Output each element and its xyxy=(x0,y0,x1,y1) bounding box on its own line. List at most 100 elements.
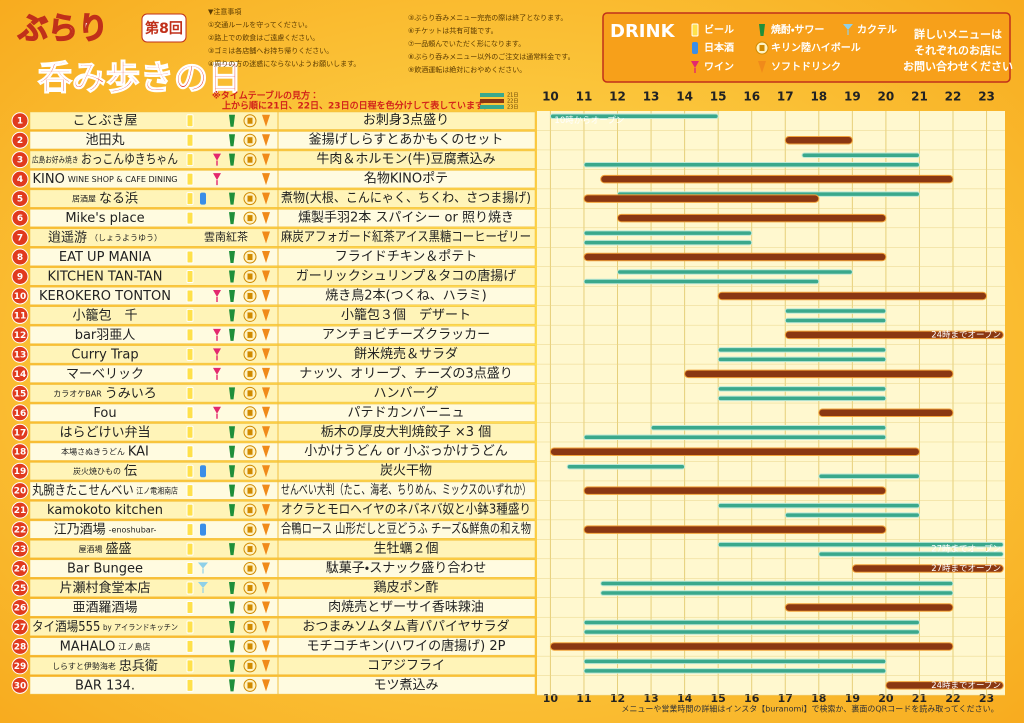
shop-name-main: KAI xyxy=(128,444,149,459)
menu: モチコチキン(ハワイの唐揚げ) 2P xyxy=(307,638,506,654)
row-bg xyxy=(29,403,536,422)
cocktail-icon xyxy=(198,582,208,594)
drink-icon xyxy=(229,134,235,147)
soft-icon xyxy=(262,543,270,556)
day-label: 23日 xyxy=(507,105,518,111)
soft-icon xyxy=(262,504,270,517)
drink-icon xyxy=(186,406,194,420)
drink-icon xyxy=(262,426,270,439)
shochu-icon xyxy=(229,543,235,556)
row-bg xyxy=(29,189,536,208)
row-number-badge xyxy=(11,190,29,208)
menu: 炭火干物 xyxy=(380,463,432,479)
soft-icon xyxy=(262,562,270,575)
row-bg xyxy=(29,520,536,539)
row-number-badge xyxy=(11,287,29,305)
shop-name-main: ことぶき屋 xyxy=(72,113,137,128)
schedule-bar xyxy=(784,308,887,314)
row-number: 15 xyxy=(14,389,27,399)
menu: 小籠包３個 デザート xyxy=(341,307,471,323)
shop-name: 丸腕きたこせんべい江ノ電湘南店 xyxy=(32,483,178,498)
drink-icon xyxy=(213,348,221,361)
drink-icon xyxy=(229,192,235,205)
soft-icon xyxy=(262,426,270,439)
row-number-badge xyxy=(11,229,29,247)
row-number-badge xyxy=(11,131,29,149)
highball-mark xyxy=(247,526,253,533)
shop-name: しらすと伊勢海老 忠兵衛 xyxy=(52,658,158,673)
shop-name-main: Bar Bungee xyxy=(67,561,143,576)
drink-icon xyxy=(243,678,257,692)
drink-icon xyxy=(186,328,194,342)
contact-line: 詳しいメニューは xyxy=(914,27,1002,41)
shop-name-main: タイ酒場555 xyxy=(32,619,100,634)
row-number-badge xyxy=(11,676,29,694)
soft-icon xyxy=(262,679,270,692)
beer-icon xyxy=(186,581,194,595)
beer-icon xyxy=(186,114,194,128)
row-bg xyxy=(29,676,536,695)
drink-icon xyxy=(186,367,194,381)
shop-prefix: 本場さぬきうどん xyxy=(61,446,125,456)
hour-label: 20 xyxy=(878,90,895,104)
schedule-bar xyxy=(717,502,920,509)
bar-note: 10時からオープン xyxy=(554,116,624,126)
shop-prefix: しらすと伊勢海老 xyxy=(52,660,116,670)
title-top: ぶらり xyxy=(17,12,108,47)
shop-name: bar羽亜人 xyxy=(75,327,136,342)
shochu-icon xyxy=(229,212,235,225)
soft-icon xyxy=(262,289,270,302)
beer-icon xyxy=(186,133,194,147)
schedule-bar xyxy=(684,369,954,379)
row-number: 7 xyxy=(17,234,23,244)
hour-label: 23 xyxy=(979,692,994,705)
row-number: 24 xyxy=(14,565,27,575)
drink-icon xyxy=(186,484,194,498)
day-swatch xyxy=(480,105,504,109)
highball-mark xyxy=(247,331,253,338)
beer-icon xyxy=(186,153,194,167)
menu: コアジフライ xyxy=(367,658,445,673)
row-number-badge xyxy=(11,637,29,655)
highball-mark xyxy=(247,292,253,299)
drink-icon xyxy=(198,562,208,574)
shop-name: 炭火焼ひもの伝 xyxy=(73,464,137,479)
wine-icon xyxy=(213,289,221,302)
row-number-badge xyxy=(11,267,29,285)
drink-icon xyxy=(243,192,257,206)
shop-name-main: bar羽亜人 xyxy=(75,327,136,342)
row-number-badge xyxy=(11,248,29,266)
drink-icon xyxy=(243,464,257,478)
shop-name: タイ酒場555by アイランドキッチン xyxy=(32,619,178,634)
shop-name-main: Fou xyxy=(93,405,116,420)
row-number: 9 xyxy=(17,272,23,282)
row-number-badge xyxy=(11,384,29,402)
drink-icon xyxy=(243,620,257,634)
shop-name: EAT UP MANIA xyxy=(59,250,151,265)
schedule-bar xyxy=(784,317,887,324)
soft-icon xyxy=(262,328,270,341)
drink-icon xyxy=(186,562,194,576)
row-bg xyxy=(29,248,536,267)
schedule-bar xyxy=(583,629,920,635)
menu: モツ煮込み xyxy=(373,678,438,693)
drink-note: 雲南紅茶 xyxy=(204,230,248,244)
note-line: ⑧ぶらり呑みメニュー以外のご注文は通常料金です。 xyxy=(408,52,575,61)
row-number-badge xyxy=(11,170,29,188)
menu: 鶏皮ポン酢 xyxy=(373,581,438,596)
schedule-bar xyxy=(784,512,920,518)
menu: 煮物(大根、こんにゃく、ちくわ、さつま揚げ) xyxy=(281,190,531,206)
hour-label: 12 xyxy=(609,90,626,104)
sake-icon xyxy=(200,465,206,478)
schedule-bar xyxy=(617,269,853,275)
highball-mark xyxy=(247,409,253,416)
wine-icon xyxy=(213,153,221,166)
schedule-bar xyxy=(549,447,920,456)
menu: 栃木の厚皮大判焼餃子 ×3 個 xyxy=(321,425,491,440)
schedule-bar xyxy=(600,590,954,596)
row-bg xyxy=(29,656,536,675)
drink-icon xyxy=(243,289,257,303)
beer-icon xyxy=(186,445,194,459)
drink-icon xyxy=(262,640,270,653)
beer-icon xyxy=(186,172,194,186)
